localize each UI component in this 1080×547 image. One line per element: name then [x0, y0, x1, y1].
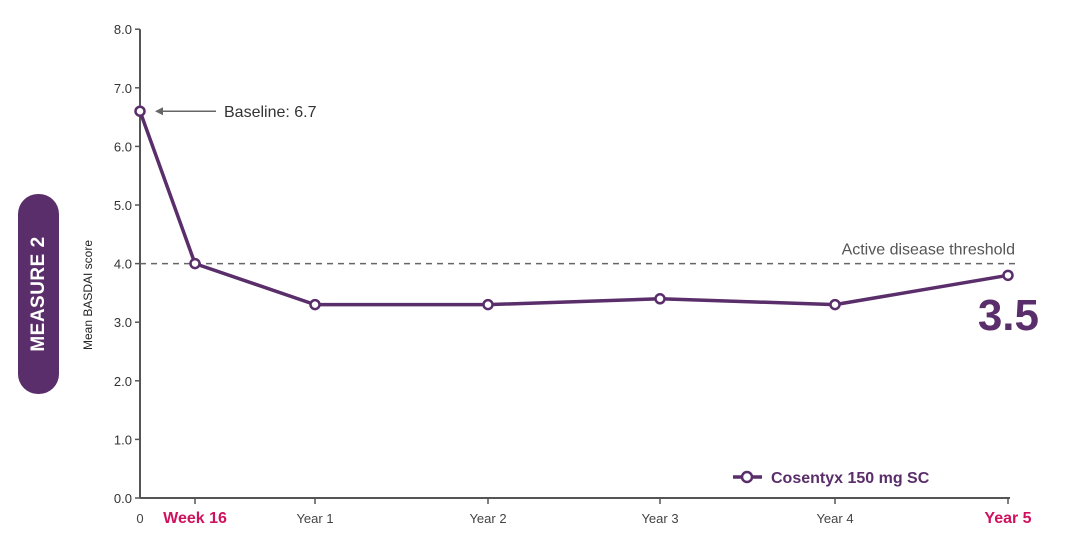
- y-tick-label: 0.0: [114, 491, 132, 506]
- final-value-label: 3.5: [978, 291, 1039, 340]
- measure-badge: MEASURE 2: [18, 194, 59, 394]
- baseline-label: Baseline: 6.7: [224, 104, 317, 121]
- threshold-label: Active disease threshold: [842, 242, 1015, 259]
- x-tick-label: Year 3: [641, 511, 678, 526]
- y-tick-label: 2.0: [114, 374, 132, 389]
- data-point-marker: [189, 257, 201, 270]
- x-tick-label: Week 16: [163, 510, 227, 527]
- x-tick-label: 0: [136, 511, 143, 526]
- series-line: [138, 110, 1009, 307]
- data-point-marker: [829, 298, 841, 311]
- x-tick-label: Year 1: [296, 511, 333, 526]
- data-point-marker: [309, 298, 321, 311]
- x-tick-label: Year 5: [984, 510, 1031, 527]
- y-tick-label: 6.0: [114, 139, 132, 154]
- y-tick-label: 4.0: [114, 257, 132, 272]
- x-tick-label: Year 4: [816, 511, 853, 526]
- y-tick-label: 8.0: [114, 22, 132, 37]
- arrow-head-icon: [155, 107, 163, 116]
- y-tick-label: 7.0: [114, 81, 132, 96]
- data-point-marker: [654, 293, 666, 305]
- legend-marker-icon: [740, 470, 754, 484]
- y-tick-label: 5.0: [114, 198, 132, 213]
- y-tick-label: 1.0: [114, 432, 132, 447]
- y-tick-label: 3.0: [114, 315, 132, 330]
- data-point-marker: [134, 105, 146, 117]
- legend-label: Cosentyx 150 mg SC: [771, 470, 930, 487]
- data-point-marker: [482, 298, 494, 311]
- data-point-marker: [1002, 269, 1014, 282]
- x-tick-label: Year 2: [469, 511, 506, 526]
